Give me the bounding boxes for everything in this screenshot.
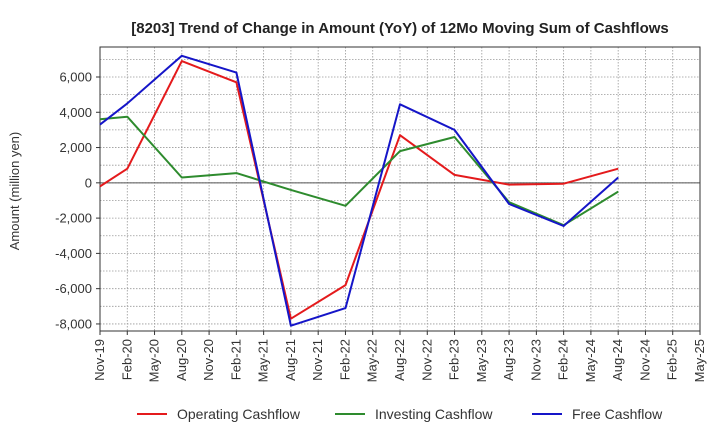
y-tick-label: -4,000 (55, 246, 92, 261)
x-tick-label: May-25 (692, 339, 707, 382)
x-tick-label: May-21 (256, 339, 271, 382)
operating-cashflow-line (99, 60, 619, 320)
y-tick-label: 4,000 (59, 105, 92, 120)
x-tick-label: May-20 (147, 339, 162, 382)
x-tick-label: Aug-20 (174, 339, 189, 381)
x-tick-label: Nov-24 (637, 339, 652, 381)
x-tick-label: Nov-22 (419, 339, 434, 381)
x-tick-label: Feb-21 (228, 339, 243, 380)
x-tick-label: Aug-21 (283, 339, 298, 381)
x-tick-label: Nov-21 (310, 339, 325, 381)
chart-title: [8203] Trend of Change in Amount (YoY) o… (131, 20, 669, 37)
plot-area: -8,000 -6,000 -4,000 -2,000 0 2,000 4,000 6,000… (55, 46, 707, 382)
legend-label-investing-cashflow: Investing Cashflow (375, 406, 493, 422)
x-tick-label: Aug-22 (392, 339, 407, 381)
y-tick-label: -8,000 (55, 316, 92, 331)
x-tick-label: Feb-25 (665, 339, 680, 380)
y-tick-label: 2,000 (59, 140, 92, 155)
x-tick-label: Nov-20 (201, 339, 216, 381)
x-tick-label: May-24 (583, 339, 598, 382)
y-axis-label: Amount (million yen) (7, 132, 22, 251)
x-tick-label: Aug-24 (610, 339, 625, 381)
x-tick-label: Aug-23 (501, 339, 516, 381)
x-tick-label: May-23 (474, 339, 489, 382)
legend-label-operating-cashflow: Operating Cashflow (177, 406, 301, 422)
x-tick-label: Feb-23 (447, 339, 462, 380)
y-tick-label: -2,000 (55, 211, 92, 226)
legend: Operating Cashflow Investing Cashflow Free… (137, 406, 663, 422)
legend-label-free-cashflow: Free Cashflow (572, 406, 663, 422)
free-cashflow-line (99, 54, 619, 327)
y-tick-label: 0 (85, 175, 92, 190)
x-tick-label: May-22 (365, 339, 380, 382)
x-tick-label: Feb-20 (119, 339, 134, 380)
x-tick-label: Feb-24 (556, 339, 571, 380)
x-tick-label: Nov-19 (92, 339, 107, 381)
x-tick-label: Nov-23 (528, 339, 543, 381)
y-tick-label: -6,000 (55, 281, 92, 296)
y-tick-label: 6,000 (59, 69, 92, 84)
x-tick-label: Feb-22 (337, 339, 352, 380)
investing-cashflow-line (99, 115, 619, 227)
